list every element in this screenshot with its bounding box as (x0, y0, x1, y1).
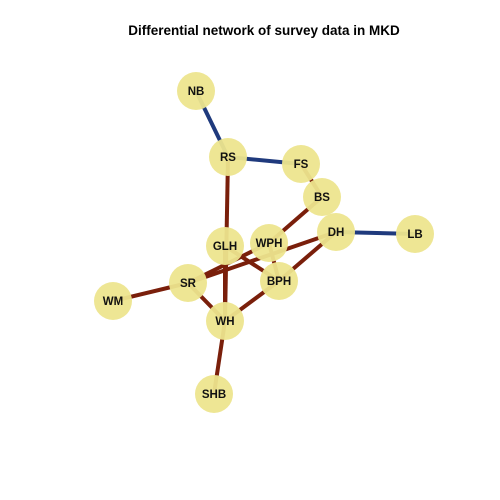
node-label: BS (314, 192, 330, 204)
node-label: SHB (202, 389, 226, 401)
node-wph: WPH (250, 224, 288, 262)
node-sr: SR (169, 264, 207, 302)
node-bph: BPH (260, 262, 298, 300)
node-label: WM (103, 296, 123, 308)
figure-title: Differential network of survey data in M… (128, 23, 400, 38)
node-rs: RS (209, 138, 247, 176)
node-label: RS (220, 152, 236, 164)
node-label: GLH (213, 241, 237, 253)
node-glh: GLH (206, 227, 244, 265)
node-dh: DH (317, 213, 355, 251)
node-wm: WM (94, 282, 132, 320)
node-label: DH (328, 227, 345, 239)
node-label: LB (407, 229, 422, 241)
node-lb: LB (396, 215, 434, 253)
node-label: SR (180, 278, 197, 290)
node-wh: WH (206, 302, 244, 340)
node-label: WPH (256, 238, 283, 250)
node-label: BPH (267, 276, 291, 288)
node-nb: NB (177, 72, 215, 110)
node-bs: BS (303, 178, 341, 216)
node-label: FS (294, 159, 309, 171)
node-fs: FS (282, 145, 320, 183)
node-label: NB (188, 86, 205, 98)
node-label: WH (215, 316, 234, 328)
node-shb: SHB (195, 375, 233, 413)
